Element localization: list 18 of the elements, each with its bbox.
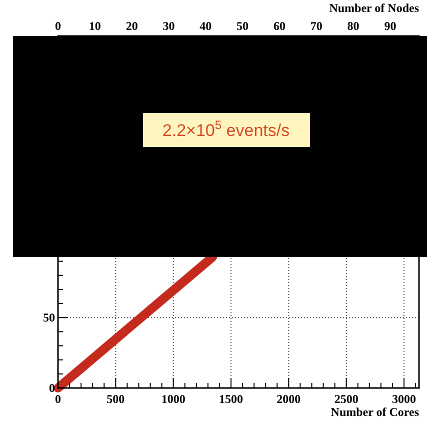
x2-tick-label: 80 [347,19,360,33]
x2-tick-label: 70 [310,19,322,33]
x-tick-label: 3000 [392,392,416,406]
annotation: 2.2×10$^{5}$ events/s [162,118,290,140]
x-tick-label: 1500 [219,392,244,406]
x2-tick-label: 30 [162,19,175,33]
x-tick-label: 1000 [161,392,186,406]
x2-axis-title: Number of Nodes [329,1,420,15]
x-axis-title: Number of Cores [330,405,420,419]
x2-tick-label: 90 [384,19,396,33]
x2-tick-label: 10 [88,19,101,33]
x2-tick-label: 50 [236,19,249,33]
x-tick-label: 500 [106,392,125,406]
x2-tick-label: 20 [126,19,138,33]
x2-tick-label: 60 [273,19,286,33]
x2-tick-label: 40 [200,19,212,33]
x-tick-label: 2500 [334,392,358,406]
x-tick-label: 2000 [276,392,301,406]
